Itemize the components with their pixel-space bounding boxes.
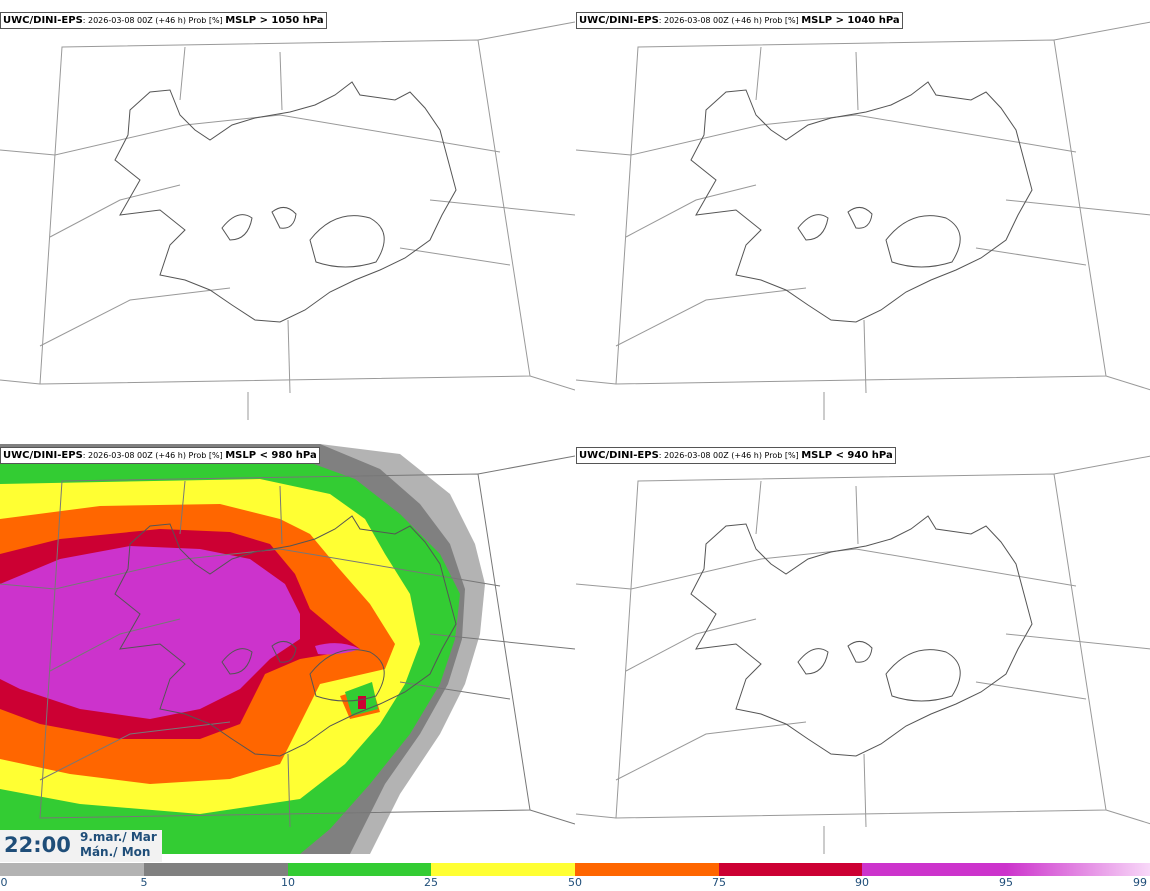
- valid-time-box: [0, 830, 162, 862]
- valid-date-line2: Mán./ Mon: [80, 845, 151, 859]
- map-panel-4: UWC/DINI-EPS: 2026-03-08 00Z (+46 h) Pro…: [576, 434, 1150, 854]
- map-canvas: [0, 21, 575, 420]
- map-panel-1: UWC/DINI-EPS: 2026-03-08 00Z (+46 h) Pro…: [0, 0, 575, 420]
- map-canvas: [576, 455, 1150, 854]
- colorbar-tick: 95: [999, 876, 1013, 889]
- colorbar-tick: 75: [712, 876, 726, 889]
- iceland-coastline: [114, 515, 457, 757]
- panel-title: UWC/DINI-EPS: 2026-03-08 00Z (+46 h) Pro…: [576, 12, 903, 29]
- colorbar-segment: [862, 863, 1006, 876]
- panel-title: UWC/DINI-EPS: 2026-03-08 00Z (+46 h) Pro…: [0, 12, 327, 29]
- colorbar-tick: 5: [140, 876, 148, 889]
- colorbar-segment: [288, 863, 431, 876]
- map-canvas: [576, 21, 1150, 420]
- colorbar-segment: [1006, 863, 1150, 876]
- colorbar-tick: 0: [0, 876, 8, 889]
- valid-time: 22:00: [4, 833, 71, 857]
- map-canvas: [0, 444, 575, 854]
- colorbar-segment: [431, 863, 575, 876]
- valid-date-line1: 9.mar./ Mar: [80, 830, 157, 844]
- panel-title: UWC/DINI-EPS: 2026-03-08 00Z (+46 h) Pro…: [0, 447, 320, 464]
- colorbar-segment: [575, 863, 719, 876]
- probability-field: [0, 444, 485, 854]
- colorbar-tick: 50: [568, 876, 582, 889]
- colorbar-segment: [719, 863, 862, 876]
- panel-title: UWC/DINI-EPS: 2026-03-08 00Z (+46 h) Pro…: [576, 447, 896, 464]
- iceland-coastline: [690, 515, 1033, 757]
- map-panel-2: UWC/DINI-EPS: 2026-03-08 00Z (+46 h) Pro…: [576, 0, 1150, 420]
- colorbar-tick: 90: [855, 876, 869, 889]
- colorbar-tick: 99: [1133, 876, 1147, 889]
- map-panel-3: UWC/DINI-EPS: 2026-03-08 00Z (+46 h) Pro…: [0, 434, 575, 854]
- colorbar-segment: [0, 863, 144, 876]
- colorbar-tick: 10: [281, 876, 295, 889]
- colorbar-segment: [144, 863, 288, 876]
- colorbar-tick: 25: [424, 876, 438, 889]
- iceland-coastline: [690, 81, 1033, 323]
- iceland-coastline: [114, 81, 457, 323]
